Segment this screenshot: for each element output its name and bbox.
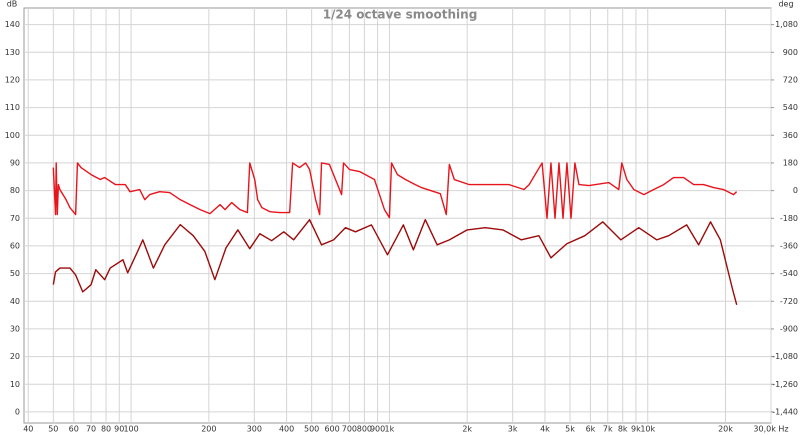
y2-tick-label: -900	[780, 324, 798, 333]
y-tick-label: 70	[10, 214, 20, 223]
x-tick-label: 9k	[631, 425, 641, 434]
x-tick-label: 500	[304, 425, 319, 434]
x-tick-label: 30,0k Hz	[753, 425, 788, 434]
y2-tick-label: 180	[783, 158, 798, 167]
y2-tick-label: 360	[783, 131, 798, 140]
y2-tick-label: 0	[793, 186, 798, 195]
x-tick-label: 6k	[586, 425, 596, 434]
plot-area	[23, 7, 772, 424]
x-tick-label: 400	[279, 425, 294, 434]
x-tick-label: 7k	[603, 425, 613, 434]
y-tick-label: 100	[5, 131, 20, 140]
x-tick-label: 100	[123, 425, 138, 434]
y2-tick-label: 540	[783, 103, 798, 112]
y-tick-label: 140	[5, 20, 20, 29]
x-tick-label: 20k	[718, 425, 733, 434]
series-line	[52, 162, 738, 219]
x-tick-label: 8k	[618, 425, 628, 434]
x-tick-label: 600	[324, 425, 339, 434]
x-tick-label: 40	[23, 425, 33, 434]
y-axis-label: dB	[7, 0, 18, 9]
x-tick-label: 300	[247, 425, 262, 434]
x-tick-label: 800	[357, 425, 372, 434]
x-tick-label: 1k	[385, 425, 395, 434]
y-tick-label: 10	[10, 380, 20, 389]
x-tick-label: 80	[101, 425, 111, 434]
x-tick-label: 3k	[508, 425, 518, 434]
y2-tick-label: 1,080	[775, 20, 798, 29]
x-tick-label: 50	[48, 425, 58, 434]
y2-axis-label: deg	[778, 0, 793, 9]
y2-tick-label: -720	[780, 297, 798, 306]
y-tick-label: 40	[10, 297, 20, 306]
y-tick-label: 110	[5, 103, 20, 112]
y-tick-label: 30	[10, 324, 20, 333]
y2-tick-label: -1,080	[772, 352, 798, 361]
chart-title: 1/24 octave smoothing	[323, 8, 478, 22]
y-tick-label: 90	[10, 158, 20, 167]
y2-tick-label: -360	[780, 241, 798, 250]
y-tick-label: 130	[5, 48, 20, 57]
x-tick-label: 90	[114, 425, 124, 434]
x-tick-label: 70	[86, 425, 96, 434]
x-tick-label: 2k	[462, 425, 472, 434]
y2-tick-label: -540	[780, 269, 798, 278]
x-tick-label: 4k	[540, 425, 550, 434]
x-tick-label: 200	[201, 425, 216, 434]
y2-tick-label: 720	[783, 75, 798, 84]
y-tick-label: 120	[5, 75, 20, 84]
x-tick-label: 10k	[640, 425, 655, 434]
x-tick-label: 900	[370, 425, 385, 434]
y-tick-label: 20	[10, 352, 20, 361]
y2-tick-label: 900	[783, 48, 798, 57]
x-tick-label: 700	[342, 425, 357, 434]
y2-tick-label: -1,260	[772, 380, 798, 389]
y-tick-label: 50	[10, 269, 20, 278]
y-tick-label: 0	[15, 407, 20, 416]
x-tick-label: 5k	[565, 425, 575, 434]
y2-tick-label: -1,440	[772, 407, 798, 416]
y-tick-label: 80	[10, 186, 20, 195]
x-tick-label: 60	[69, 425, 79, 434]
series-line	[52, 218, 738, 306]
y2-tick-label: -180	[780, 214, 798, 223]
y-tick-label: 60	[10, 241, 20, 250]
